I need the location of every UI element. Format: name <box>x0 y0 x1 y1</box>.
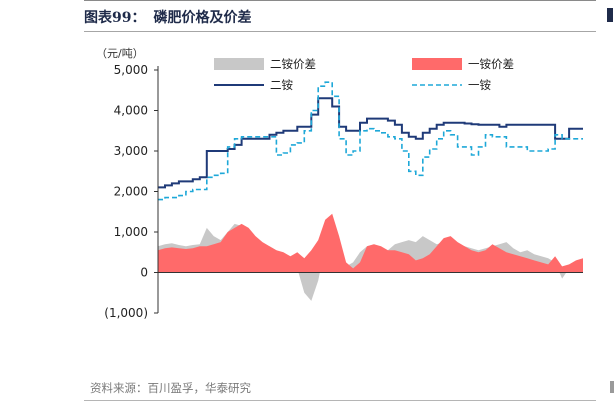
y-tick-label: 1,000 <box>114 225 148 239</box>
spread-areas <box>158 213 583 301</box>
top-rule <box>84 0 596 1</box>
legend-label-3: 一铵 <box>468 78 491 92</box>
bottom-rule <box>84 400 596 401</box>
y-tick-label: 3,000 <box>114 144 148 158</box>
legend-swatch-0 <box>214 58 264 70</box>
figure-title-text: 磷肥价格及价差 <box>153 10 252 26</box>
adjacent-figure-edge <box>607 8 613 22</box>
adjacent-figure-edge-mark <box>610 381 614 393</box>
legend-swatch-1 <box>412 58 462 70</box>
y-tick-label: 5,000 <box>114 63 148 77</box>
series-area-1 <box>158 213 583 273</box>
price-lines <box>158 81 583 201</box>
y-tick-label: 2,000 <box>114 185 148 199</box>
legend-label-1: 一铵价差 <box>468 57 514 71</box>
series-line-3 <box>158 81 583 201</box>
series-line-2 <box>158 97 583 189</box>
title-rule <box>84 31 596 32</box>
legend-label-0: 二铵价差 <box>270 57 316 71</box>
figure-title: 图表99： 磷肥价格及价差 <box>84 7 251 29</box>
y-tick-label: (1,000) <box>104 306 148 320</box>
y-tick-label: 4,000 <box>114 104 148 118</box>
y-tick-label: 0 <box>140 266 148 280</box>
chart-axes: 5,0004,0003,0002,0001,0000(1,000)20-0620… <box>104 63 583 320</box>
legend-label-2: 二铵 <box>270 78 293 92</box>
y-unit-label: （元/吨） <box>96 47 144 60</box>
source-note: 资料来源：百川盈孚，华泰研究 <box>90 381 251 395</box>
figure-title-prefix: 图表99： <box>84 10 146 26</box>
